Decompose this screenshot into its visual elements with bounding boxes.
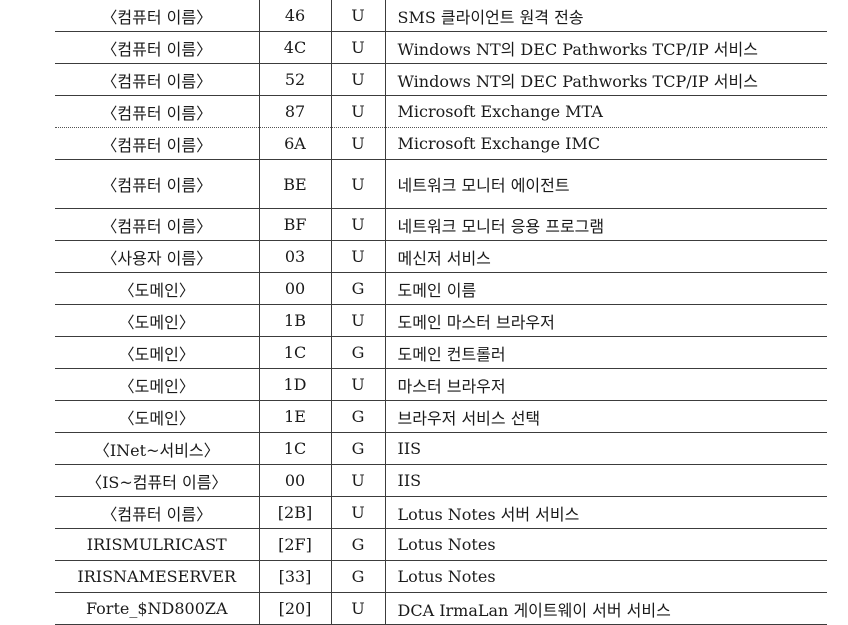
netbios-name-cell: 〈사용자 이름〉 xyxy=(55,240,259,273)
table-row: 〈도메인〉 00 G 도메인 이름 xyxy=(55,272,827,305)
name-type-cell: U xyxy=(330,208,385,241)
service-description-cell: 메신저 서비스 xyxy=(384,240,827,273)
suffix-hex-cell: 1C xyxy=(258,432,331,465)
netbios-name-cell: 〈컴퓨터 이름〉 xyxy=(55,127,259,160)
table-row: 〈도메인〉 1C G 도메인 컨트롤러 xyxy=(55,336,827,369)
netbios-name-cell: 〈도메인〉 xyxy=(55,272,259,305)
table-row: Forte_$ND800ZA [20] U DCA IrmaLan 게이트웨이 서버 … xyxy=(55,592,827,625)
name-type-cell: G xyxy=(330,336,385,369)
netbios-name-cell: 〈컴퓨터 이름〉 xyxy=(55,63,259,96)
table-row: 〈컴퓨터 이름〉 6A U Microsoft Exchange IMC xyxy=(55,127,827,160)
suffix-hex-cell: 46 xyxy=(258,0,331,32)
service-description-cell: Lotus Notes xyxy=(384,528,827,561)
netbios-name-cell: 〈도메인〉 xyxy=(55,368,259,401)
netbios-name-cell: 〈컴퓨터 이름〉 xyxy=(55,208,259,241)
table-row: IRISMULRICAST [2F] G Lotus Notes xyxy=(55,528,827,561)
netbios-name-cell: 〈컴퓨터 이름〉 xyxy=(55,95,259,128)
name-type-cell: U xyxy=(330,368,385,401)
service-description-cell: 도메인 이름 xyxy=(384,272,827,305)
netbios-name-cell: IRISNAMESERVER xyxy=(55,560,259,593)
name-type-cell: U xyxy=(330,304,385,337)
suffix-hex-cell: 03 xyxy=(258,240,331,273)
netbios-name-cell: 〈도메인〉 xyxy=(55,304,259,337)
service-description-cell: 브라우저 서비스 선택 xyxy=(384,400,827,433)
table-row: 〈도메인〉 1D U 마스터 브라우저 xyxy=(55,368,827,401)
name-type-cell: G xyxy=(330,432,385,465)
name-type-cell: U xyxy=(330,592,385,625)
netbios-name-cell: 〈도메인〉 xyxy=(55,336,259,369)
suffix-hex-cell: 4C xyxy=(258,31,331,64)
service-description-cell: IIS xyxy=(384,464,827,497)
suffix-hex-cell: 1B xyxy=(258,304,331,337)
service-description-cell: Windows NT의 DEC Pathworks TCP/IP 서비스 xyxy=(384,63,827,96)
suffix-hex-cell: 1E xyxy=(258,400,331,433)
suffix-hex-cell: 00 xyxy=(258,272,331,305)
netbios-name-cell: 〈컴퓨터 이름〉 xyxy=(55,496,259,529)
table-row: 〈IS~컴퓨터 이름〉 00 U IIS xyxy=(55,464,827,497)
service-description-cell: 네트워크 모니터 응용 프로그램 xyxy=(384,208,827,241)
name-type-cell: U xyxy=(330,464,385,497)
service-description-cell: Lotus Notes xyxy=(384,560,827,593)
table-row: 〈컴퓨터 이름〉 BE U 네트워크 모니터 에이전트 xyxy=(55,159,827,209)
name-type-cell: U xyxy=(330,0,385,32)
name-type-cell: U xyxy=(330,240,385,273)
suffix-hex-cell: 6A xyxy=(258,127,331,160)
service-description-cell: 네트워크 모니터 에이전트 xyxy=(384,159,827,209)
netbios-name-cell: 〈도메인〉 xyxy=(55,400,259,433)
service-description-cell: IIS xyxy=(384,432,827,465)
netbios-name-cell: 〈INet~서비스〉 xyxy=(55,432,259,465)
name-type-cell: U xyxy=(330,159,385,209)
service-description-cell: Windows NT의 DEC Pathworks TCP/IP 서비스 xyxy=(384,31,827,64)
table-row: 〈컴퓨터 이름〉 BF U 네트워크 모니터 응용 프로그램 xyxy=(55,208,827,241)
service-description-cell: 마스터 브라우저 xyxy=(384,368,827,401)
suffix-hex-cell: BF xyxy=(258,208,331,241)
suffix-hex-cell: [20] xyxy=(258,592,331,625)
suffix-hex-cell: BE xyxy=(258,159,331,209)
table-row: 〈컴퓨터 이름〉 87 U Microsoft Exchange MTA xyxy=(55,95,827,128)
netbios-name-cell: Forte_$ND800ZA xyxy=(55,592,259,625)
name-type-cell: U xyxy=(330,31,385,64)
netbios-name-cell: 〈컴퓨터 이름〉 xyxy=(55,159,259,209)
netbios-name-cell: IRISMULRICAST xyxy=(55,528,259,561)
table-row: IRISNAMESERVER [33] G Lotus Notes xyxy=(55,560,827,593)
name-type-cell: U xyxy=(330,63,385,96)
table-row: 〈사용자 이름〉 03 U 메신저 서비스 xyxy=(55,240,827,273)
suffix-hex-cell: [33] xyxy=(258,560,331,593)
service-description-cell: 도메인 컨트롤러 xyxy=(384,336,827,369)
suffix-hex-cell: 1D xyxy=(258,368,331,401)
name-type-cell: U xyxy=(330,496,385,529)
name-type-cell: U xyxy=(330,127,385,160)
name-type-cell: G xyxy=(330,272,385,305)
table-row: 〈컴퓨터 이름〉 46 U SMS 클라이언트 원격 전송 xyxy=(55,0,827,32)
table-row: 〈도메인〉 1E G 브라우저 서비스 선택 xyxy=(55,400,827,433)
name-type-cell: G xyxy=(330,528,385,561)
suffix-hex-cell: 87 xyxy=(258,95,331,128)
suffix-hex-cell: [2F] xyxy=(258,528,331,561)
suffix-hex-cell: 00 xyxy=(258,464,331,497)
service-description-cell: DCA IrmaLan 게이트웨이 서버 서비스 xyxy=(384,592,827,625)
service-description-cell: 도메인 마스터 브라우저 xyxy=(384,304,827,337)
netbios-name-cell: 〈IS~컴퓨터 이름〉 xyxy=(55,464,259,497)
name-type-cell: G xyxy=(330,400,385,433)
table-row: 〈컴퓨터 이름〉 4C U Windows NT의 DEC Pathworks TCP… xyxy=(55,31,827,64)
table-row: 〈도메인〉 1B U 도메인 마스터 브라우저 xyxy=(55,304,827,337)
netbios-name-cell: 〈컴퓨터 이름〉 xyxy=(55,31,259,64)
table-row: 〈컴퓨터 이름〉 52 U Windows NT의 DEC Pathworks TCP… xyxy=(55,63,827,96)
name-type-cell: U xyxy=(330,95,385,128)
name-type-cell: G xyxy=(330,560,385,593)
service-description-cell: Microsoft Exchange IMC xyxy=(384,127,827,160)
table-body: 〈컴퓨터 이름〉 46 U SMS 클라이언트 원격 전송 〈컴퓨터 이름〉 4C U Wi… xyxy=(55,0,827,625)
table-row: 〈컴퓨터 이름〉 [2B] U Lotus Notes 서버 서비스 xyxy=(55,496,827,529)
table-row: 〈INet~서비스〉 1C G IIS xyxy=(55,432,827,465)
netbios-name-table: 〈컴퓨터 이름〉 46 U SMS 클라이언트 원격 전송 〈컴퓨터 이름〉 4C U Wi… xyxy=(55,0,827,625)
service-description-cell: SMS 클라이언트 원격 전송 xyxy=(384,0,827,32)
netbios-name-cell: 〈컴퓨터 이름〉 xyxy=(55,0,259,32)
suffix-hex-cell: [2B] xyxy=(258,496,331,529)
suffix-hex-cell: 1C xyxy=(258,336,331,369)
service-description-cell: Lotus Notes 서버 서비스 xyxy=(384,496,827,529)
suffix-hex-cell: 52 xyxy=(258,63,331,96)
service-description-cell: Microsoft Exchange MTA xyxy=(384,95,827,128)
